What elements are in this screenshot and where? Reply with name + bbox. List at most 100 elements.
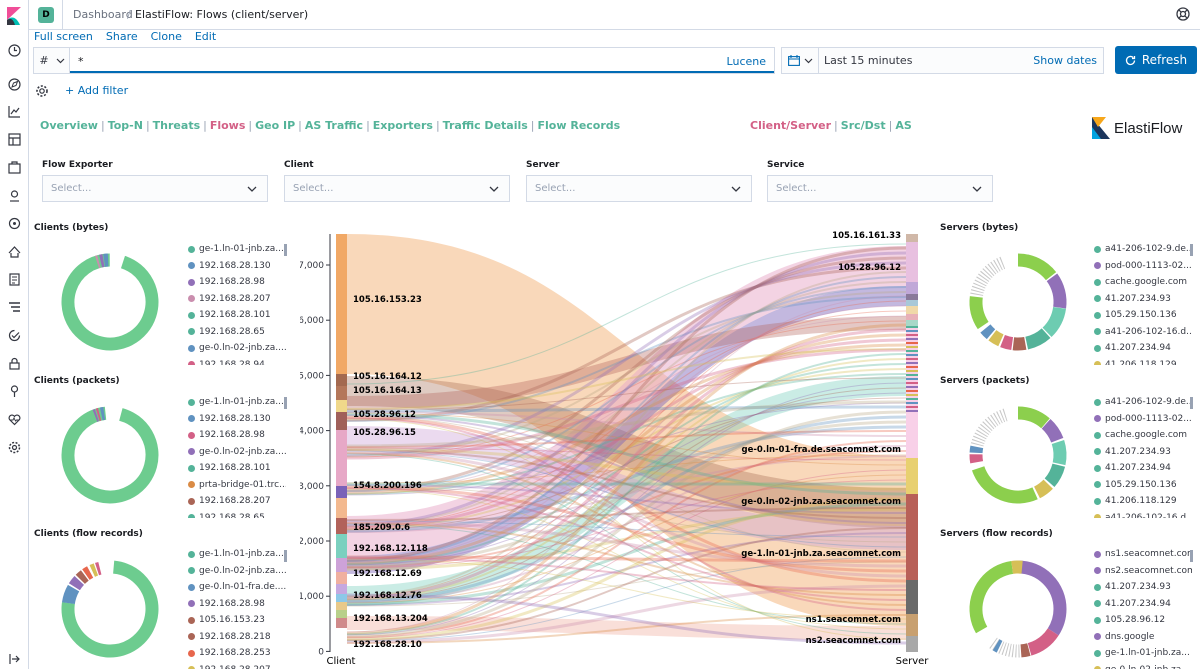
legend-item[interactable]: ge-0.ln-02-jnb.za....: [188, 444, 286, 461]
legend-scrollbar[interactable]: [284, 397, 287, 409]
ml-icon[interactable]: [5, 214, 23, 232]
legend-item[interactable]: 192.168.28.98: [188, 596, 286, 613]
edit-link[interactable]: Edit: [194, 30, 217, 43]
add-filter-button[interactable]: + Add filter: [65, 84, 129, 97]
full-screen-link[interactable]: Full screen: [34, 30, 93, 43]
legend-item[interactable]: a41-206-102-16.d...: [1094, 324, 1192, 341]
legend-item[interactable]: ge-1.ln-01-jnb.za....: [188, 394, 286, 411]
search-input[interactable]: * Lucene: [69, 47, 775, 74]
legend-item[interactable]: pod-000-1113-02....: [1094, 411, 1192, 428]
nav-overview[interactable]: Overview: [40, 119, 98, 132]
legend-item[interactable]: 192.168.28.98: [188, 274, 286, 291]
legend-item[interactable]: a41-206-102-9.de...: [1094, 394, 1192, 411]
dev-tools-icon[interactable]: [5, 382, 23, 400]
legend-item[interactable]: 41.207.234.94: [1094, 460, 1192, 477]
show-dates-link[interactable]: Show dates: [1033, 54, 1097, 67]
maps-icon[interactable]: [5, 186, 23, 204]
nav-traffic-details[interactable]: Traffic Details: [442, 119, 528, 132]
breadcrumb-dashboard[interactable]: Dashboard: [73, 8, 133, 21]
nav-src-dst[interactable]: Src/Dst: [840, 119, 886, 132]
apm-icon[interactable]: [5, 298, 23, 316]
visualize-icon[interactable]: [5, 102, 23, 120]
legend-item[interactable]: 192.168.28.207: [188, 662, 286, 669]
date-picker[interactable]: Last 15 minutes Show dates: [781, 47, 1104, 74]
nav-flows[interactable]: Flows: [209, 119, 246, 132]
legend-scrollbar[interactable]: [284, 244, 287, 256]
legend-item[interactable]: 41.207.234.93: [1094, 579, 1192, 596]
flow-exporter-select[interactable]: Select...: [42, 175, 268, 202]
legend-item[interactable]: ge-1.ln-01-jnb.za....: [188, 546, 286, 563]
legend-item[interactable]: ge-0.ln-02-jnb.za....: [188, 340, 286, 357]
server-select[interactable]: Select...: [526, 175, 752, 202]
query-language-toggle[interactable]: #: [33, 47, 70, 74]
management-gear-icon[interactable]: [5, 438, 23, 456]
legend-item[interactable]: 192.168.28.65: [188, 324, 286, 341]
legend-item[interactable]: 192.168.28.130: [188, 258, 286, 275]
nav-as-traffic[interactable]: AS Traffic: [304, 119, 364, 132]
servers-bytes-donut[interactable]: [966, 250, 1070, 354]
nav-exporters[interactable]: Exporters: [372, 119, 433, 132]
space-avatar[interactable]: D: [38, 7, 54, 23]
legend-item[interactable]: 105.29.150.136: [1094, 307, 1192, 324]
legend-item[interactable]: 105.29.150.136: [1094, 477, 1192, 494]
legend-item[interactable]: 192.168.28.207: [188, 493, 286, 510]
canvas-icon[interactable]: [5, 158, 23, 176]
nav-top-n[interactable]: Top-N: [107, 119, 143, 132]
siem-lock-icon[interactable]: [5, 354, 23, 372]
legend-item[interactable]: ge-0.ln-02-jnb.za....: [188, 563, 286, 580]
legend-item[interactable]: ge-1.ln-01-jnb.za...: [1094, 645, 1192, 662]
time-range-label[interactable]: Last 15 minutes: [824, 54, 913, 67]
legend-item[interactable]: 192.168.28.65: [188, 510, 286, 518]
legend-item[interactable]: 41.207.234.94: [1094, 340, 1192, 357]
legend-item[interactable]: cache.google.com: [1094, 274, 1192, 291]
kibana-logo-icon[interactable]: [4, 6, 24, 26]
uptime-icon[interactable]: [5, 326, 23, 344]
legend-scrollbar[interactable]: [1190, 397, 1193, 409]
client-select[interactable]: Select...: [284, 175, 510, 202]
help-icon[interactable]: [1176, 7, 1190, 21]
nav-threats[interactable]: Threats: [152, 119, 201, 132]
servers-flows-donut[interactable]: [966, 557, 1070, 661]
legend-item[interactable]: 192.168.28.253: [188, 645, 286, 662]
legend-item[interactable]: 41.207.234.93: [1094, 444, 1192, 461]
legend-item[interactable]: 192.168.28.218: [188, 629, 286, 646]
legend-item[interactable]: a41-206-102-16.d...: [1094, 510, 1192, 518]
nav-client-server[interactable]: Client/Server: [750, 119, 832, 132]
nav-geo-ip[interactable]: Geo IP: [255, 119, 296, 132]
servers-packets-donut[interactable]: [966, 403, 1070, 507]
legend-item[interactable]: cache.google.com: [1094, 427, 1192, 444]
legend-scrollbar[interactable]: [284, 550, 287, 562]
legend-item[interactable]: 105.28.96.12: [1094, 612, 1192, 629]
query-language-label[interactable]: Lucene: [726, 55, 766, 68]
legend-item[interactable]: dns.google: [1094, 629, 1192, 646]
legend-item[interactable]: 105.16.153.23: [188, 612, 286, 629]
client-server-sankey[interactable]: 7,000 6,000 5,000 4,000 3,000 2,000 1,000 0 105.…: [298, 226, 930, 669]
nav-flow-records[interactable]: Flow Records: [537, 119, 621, 132]
discover-compass-icon[interactable]: [5, 75, 23, 93]
quick-menu-toggle[interactable]: [782, 48, 819, 73]
legend-item[interactable]: 192.168.28.98: [188, 427, 286, 444]
legend-item[interactable]: ge-0.ln-01-fra.de....: [188, 579, 286, 596]
legend-item[interactable]: 192.168.28.101: [188, 307, 286, 324]
legend-item[interactable]: 192.168.28.94: [188, 357, 286, 365]
legend-item[interactable]: prta-bridge-01.trc...: [188, 477, 286, 494]
refresh-button[interactable]: Refresh: [1115, 46, 1197, 74]
share-link[interactable]: Share: [105, 30, 138, 43]
legend-scrollbar[interactable]: [1190, 244, 1193, 256]
dashboard-icon[interactable]: [5, 130, 23, 148]
clients-packets-donut[interactable]: [58, 403, 162, 507]
legend-item[interactable]: ns2.seacomnet.com: [1094, 563, 1192, 580]
legend-item[interactable]: 41.206.118.129: [1094, 493, 1192, 510]
legend-item[interactable]: 192.168.28.207: [188, 291, 286, 308]
legend-item[interactable]: 192.168.28.130: [188, 411, 286, 428]
nav-as[interactable]: AS: [895, 119, 912, 132]
legend-item[interactable]: 41.206.118.129: [1094, 357, 1192, 365]
legend-item[interactable]: ge-0.ln-02-jnb.za...: [1094, 662, 1192, 669]
legend-item[interactable]: 192.168.28.101: [188, 460, 286, 477]
logs-icon[interactable]: [5, 270, 23, 288]
legend-item[interactable]: ge-1.ln-01-jnb.za....: [188, 241, 286, 258]
service-select[interactable]: Select...: [767, 175, 993, 202]
legend-scrollbar[interactable]: [1190, 550, 1193, 562]
clients-flows-donut[interactable]: [58, 557, 162, 661]
legend-item[interactable]: 41.207.234.94: [1094, 596, 1192, 613]
